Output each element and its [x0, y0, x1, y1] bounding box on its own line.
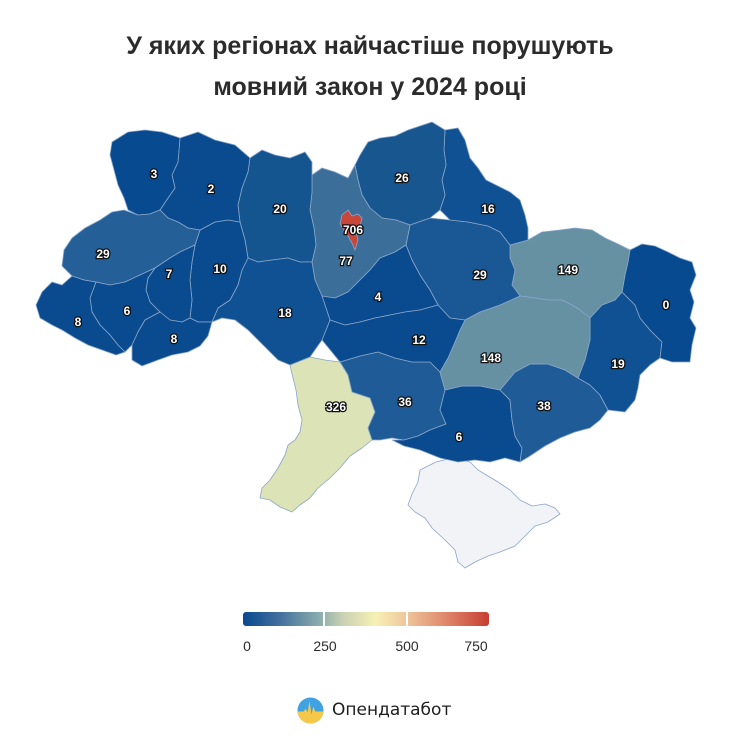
label-volyn: 3 [151, 167, 158, 181]
legend-color-bar [243, 612, 489, 626]
opendatabot-logo-icon [297, 696, 324, 724]
region-volyn[interactable] [109, 129, 181, 216]
chart-title: У яких регіонах найчастіше порушують мов… [0, 26, 740, 108]
region-zakarpattia[interactable] [35, 275, 126, 356]
label-zaporizhzhia: 38 [537, 399, 551, 413]
legend-separator [323, 612, 325, 626]
label-ivano-frankivsk: 6 [124, 304, 131, 318]
region-kyiv-city[interactable] [339, 209, 363, 251]
label-kyiv-city: 706 [343, 223, 363, 237]
label-poltava: 29 [473, 268, 487, 282]
brand-name: Опендатабот [332, 700, 452, 720]
label-mykolaiv: 36 [398, 395, 412, 409]
legend-ticks: 0 250 500 750 [243, 638, 489, 658]
chart-title-line-2: мовний закон у 2024 році [213, 73, 527, 101]
region-chernivtsi[interactable] [131, 311, 213, 367]
region-kirovohrad[interactable] [321, 304, 466, 373]
legend-tick-500: 500 [395, 638, 419, 654]
legend-separator [406, 612, 408, 626]
region-luhansk[interactable] [621, 243, 697, 363]
label-chernihiv: 26 [395, 171, 409, 185]
label-chernivtsi: 8 [171, 332, 178, 346]
label-lviv: 29 [96, 247, 110, 261]
label-sumy: 16 [481, 202, 495, 216]
label-ternopil: 7 [166, 267, 173, 281]
legend-tick-750: 750 [464, 638, 488, 654]
label-khmelnytskyi: 10 [213, 262, 227, 276]
brand: Опендатабот [297, 696, 451, 724]
legend-tick-250: 250 [313, 638, 337, 654]
label-zakarpattia: 8 [75, 315, 82, 329]
color-legend: 0 250 500 750 [243, 612, 489, 658]
label-kherson: 6 [456, 430, 463, 444]
label-kharkiv: 149 [558, 263, 578, 277]
region-crimea[interactable] [407, 457, 561, 569]
label-donetsk: 19 [611, 357, 625, 371]
label-luhansk: 0 [663, 298, 670, 312]
label-cherkasy: 4 [375, 290, 382, 304]
label-vinnytsia: 18 [278, 306, 292, 320]
chart-title-line-1: У яких регіонах найчастіше порушують [126, 32, 614, 60]
label-zhytomyr: 20 [273, 202, 287, 216]
label-odesa: 326 [326, 400, 346, 414]
label-dnipropetrovsk: 148 [481, 351, 501, 365]
label-kirovohrad: 12 [412, 333, 426, 347]
region-dnipropetrovsk[interactable] [439, 295, 591, 391]
legend-tick-0: 0 [243, 638, 251, 654]
label-kyiv-oblast: 77 [339, 254, 353, 268]
label-rivne: 2 [208, 182, 215, 196]
